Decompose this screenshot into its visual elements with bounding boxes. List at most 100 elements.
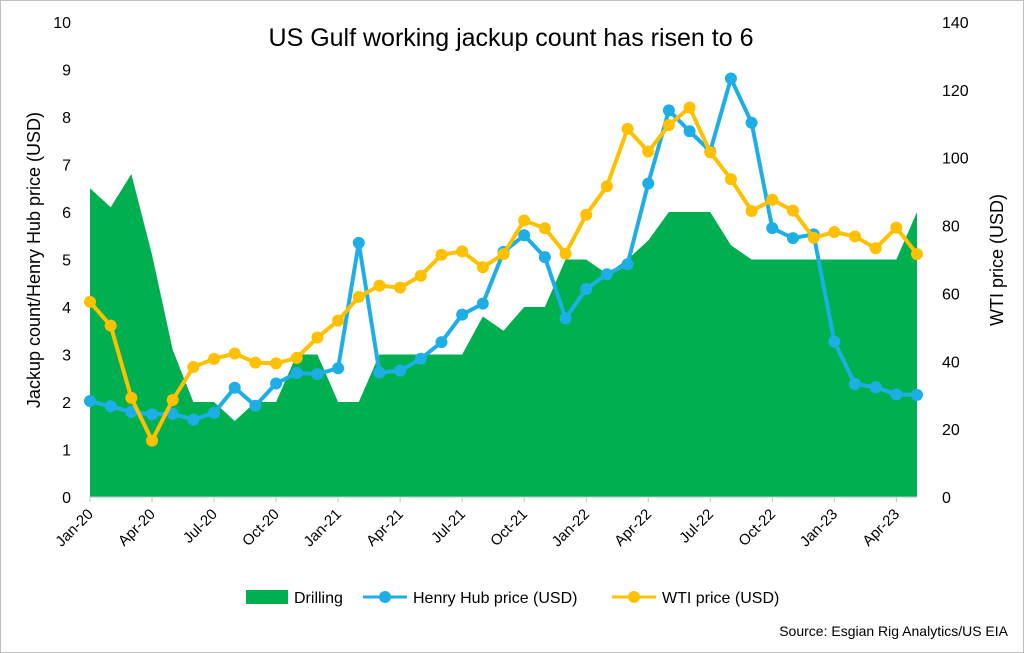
legend: Drilling Henry Hub price (USD) WTI price… [246, 590, 779, 607]
wti-point [84, 295, 96, 308]
wti-point [786, 204, 799, 217]
henry-hub-point [848, 377, 861, 390]
henry-hub-point [662, 104, 675, 117]
x-tick-label: Apr-23 [859, 506, 903, 550]
y-tick-label: 8 [62, 110, 71, 127]
henry-hub-point [786, 232, 799, 245]
legend-drilling-label: Drilling [294, 590, 343, 607]
henry-hub-point [394, 364, 407, 377]
drilling-area [90, 174, 917, 497]
henry-hub-point [724, 72, 737, 85]
wti-point [704, 146, 717, 159]
y-tick-label: 1 [62, 443, 71, 460]
x-tick-label: Jul-20 [180, 506, 221, 547]
wti-point [394, 281, 407, 294]
x-tick-label: Jan-21 [300, 506, 344, 550]
wti-point [890, 221, 903, 234]
drilling-area-layer [90, 174, 917, 497]
henry-hub-point [538, 251, 551, 264]
legend-drilling-swatch [246, 590, 288, 604]
wti-point [538, 222, 551, 235]
henry-hub-point [249, 399, 262, 412]
legend-henry-hub-marker [379, 591, 391, 603]
henry-hub-point [869, 381, 882, 394]
henry-hub-point [580, 282, 593, 295]
wti-point [352, 290, 365, 303]
wti-point [580, 208, 593, 221]
x-tick-label: Apr-22 [611, 506, 655, 550]
henry-hub-point [208, 406, 221, 419]
wti-point [414, 269, 427, 282]
x-tick-label: Jan-23 [797, 506, 841, 550]
y2-tick-label: 120 [942, 83, 969, 100]
henry-hub-point [683, 125, 696, 138]
x-tick-label: Oct-22 [735, 506, 779, 550]
henry-hub-point [84, 395, 96, 408]
henry-hub-point [414, 352, 427, 365]
y-tick-label: 7 [62, 158, 71, 175]
wti-point [332, 314, 345, 327]
wti-point [559, 247, 572, 260]
wti-point [662, 119, 675, 132]
lines-layer [84, 72, 923, 447]
henry-hub-point [476, 297, 489, 310]
y-tick-label: 2 [62, 395, 71, 412]
wti-point [146, 434, 159, 447]
henry-hub-series [84, 72, 923, 426]
wti-point [724, 173, 737, 186]
henry-hub-point [766, 222, 779, 235]
y2-tick-label: 80 [942, 219, 960, 236]
x-tick-label: Apr-20 [115, 506, 159, 550]
legend-wti-marker [628, 591, 640, 603]
x-tick-label: Oct-21 [487, 506, 531, 550]
wti-point [518, 214, 531, 227]
henry-hub-point [911, 388, 923, 401]
wti-point [456, 245, 469, 258]
wti-series [84, 101, 923, 447]
x-tick-label: Jan-22 [549, 506, 593, 550]
y2-tick-label: 0 [942, 490, 951, 507]
x-tick-label: Jul-22 [676, 506, 717, 547]
henry-hub-point [228, 381, 241, 394]
wti-point [249, 356, 262, 369]
henry-hub-point [166, 407, 179, 420]
henry-hub-point [828, 335, 841, 348]
wti-point [745, 204, 758, 217]
y-tick-label: 6 [62, 205, 71, 222]
x-tick-label: Apr-21 [363, 506, 407, 550]
legend-henry-hub-label: Henry Hub price (USD) [413, 590, 577, 607]
wti-point [187, 361, 200, 374]
henry-hub-point [600, 268, 613, 281]
x-tick-label: Jan-20 [52, 506, 96, 550]
chart-title: US Gulf working jackup count has risen t… [269, 24, 754, 52]
wti-point [497, 248, 510, 261]
wti-point [807, 231, 820, 244]
wti-point [476, 261, 489, 274]
wti-point [208, 352, 221, 365]
henry-hub-point [352, 236, 365, 249]
henry-hub-point [745, 116, 758, 129]
y2-axis-label: WTI price (USD) [987, 194, 1007, 326]
henry-hub-point [146, 408, 159, 421]
wti-point [642, 145, 655, 158]
wti-point [290, 351, 303, 364]
henry-hub-point [270, 377, 283, 390]
y-tick-label: 9 [62, 63, 71, 80]
wti-point [869, 242, 882, 255]
y2-tick-label: 140 [942, 15, 969, 32]
wti-point [104, 319, 117, 332]
wti-point [621, 122, 634, 135]
wti-point [270, 357, 283, 370]
henry-hub-point [311, 367, 324, 380]
henry-hub-point [518, 229, 531, 242]
wti-point [125, 391, 138, 404]
y-tick-label: 0 [62, 490, 71, 507]
wti-point [435, 248, 448, 261]
henry-hub-point [559, 312, 572, 325]
henry-hub-point [456, 308, 469, 321]
y-tick-label: 4 [62, 300, 71, 317]
x-tick-label: Jul-21 [428, 506, 469, 547]
wti-point [911, 248, 923, 261]
wti-point [373, 279, 386, 292]
y2-tick-label: 40 [942, 354, 960, 371]
